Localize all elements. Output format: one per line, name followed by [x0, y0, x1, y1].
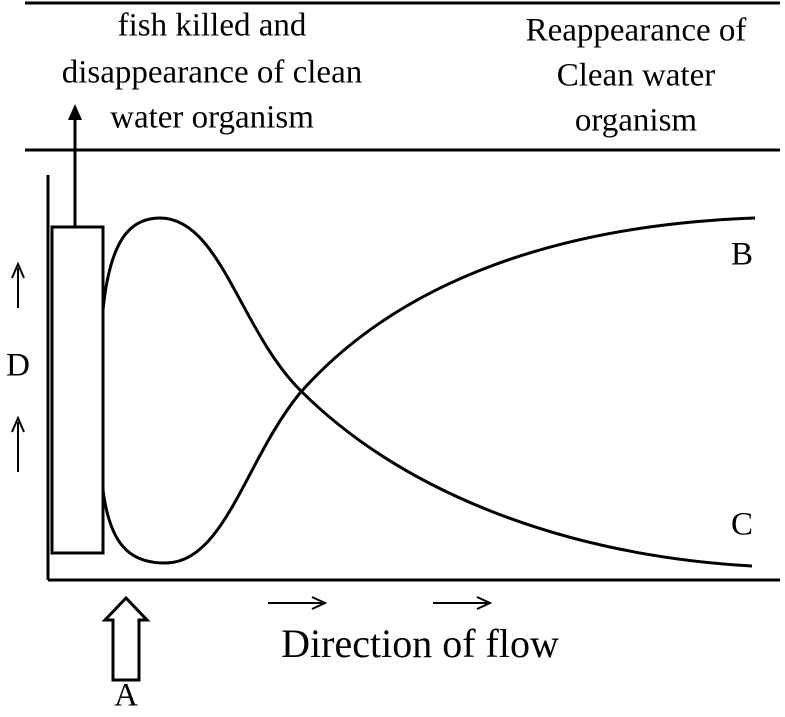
input-arrow: [101, 595, 151, 682]
flow-arrow-head: [476, 596, 493, 610]
curve-c: [101, 216, 753, 568]
top-right-line: Reappearance of: [526, 13, 747, 49]
top-right-line: organism: [575, 103, 698, 139]
curve-b: [101, 216, 756, 565]
curve-label: C: [731, 507, 753, 543]
outfall-box: [50, 225, 105, 555]
source-label: A: [114, 678, 138, 714]
top-left-line: fish killed and: [118, 8, 307, 44]
top-right-line: Clean water: [557, 58, 716, 94]
up-arrow-head: [11, 261, 25, 279]
curve-label: B: [731, 237, 753, 273]
top-left-line: water organism: [110, 100, 314, 136]
y-axis-label: D: [6, 348, 30, 384]
x-axis-label: Direction of flow: [281, 621, 559, 666]
up-arrow-head: [11, 415, 25, 433]
flow-arrow-head: [311, 596, 328, 610]
arrow-head: [68, 104, 82, 120]
top-left-line: disappearance of clean: [62, 55, 362, 91]
